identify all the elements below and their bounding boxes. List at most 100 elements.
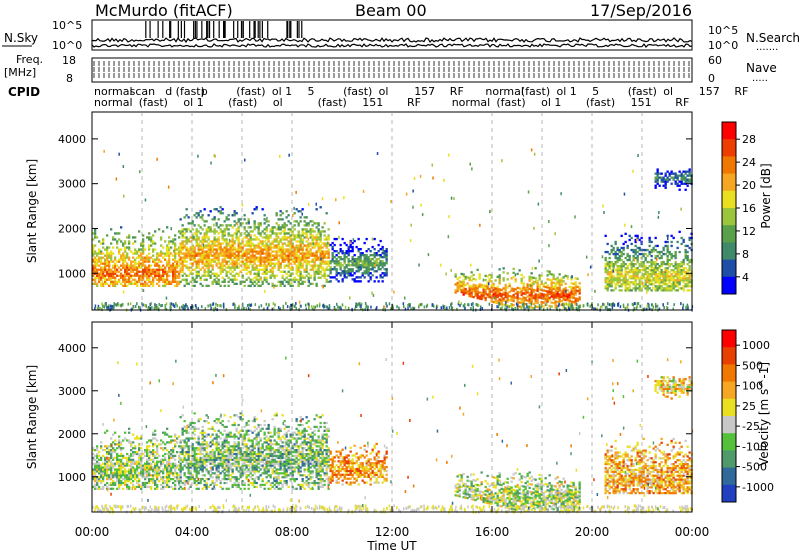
echo-cell: [319, 238, 322, 241]
echo-cell: [664, 269, 667, 272]
echo-cell: [608, 279, 611, 282]
echo-cell: [488, 287, 491, 291]
echo-cell: [480, 295, 483, 299]
echo-cell: [237, 238, 240, 241]
echo-cell: [678, 230, 681, 234]
echo-cell: [636, 260, 639, 264]
echo-cell: [132, 252, 135, 255]
echo-cell: [100, 476, 103, 479]
echo-cell: [263, 236, 266, 239]
echo-cell: [193, 224, 196, 227]
echo-cell: [211, 218, 214, 221]
echo-cell: [241, 242, 244, 245]
echo-cell: [642, 248, 645, 252]
echo-cell: [243, 244, 246, 247]
echo-cell: [351, 241, 354, 245]
echo-cell: [542, 301, 545, 304]
echo-cell: [146, 272, 149, 275]
echo-cell: [470, 293, 473, 296]
echo-cell: [630, 236, 633, 240]
echo-cell: [164, 270, 167, 273]
echo-cell: [228, 238, 231, 242]
echo-cell: [620, 275, 623, 278]
echo-cell: [419, 174, 422, 178]
echo-cell: [197, 224, 200, 227]
echo-cell: [556, 278, 559, 282]
echo-cell: [686, 254, 689, 258]
echo-cell: [333, 276, 336, 279]
echo-cell: [453, 197, 455, 201]
echo-cell: [680, 265, 683, 268]
echo-cell: [146, 260, 149, 263]
echo-cell: [118, 280, 121, 284]
echo-cell: [164, 278, 167, 281]
echo-cell: [138, 264, 141, 267]
echo-cell: [245, 248, 248, 251]
echo-cell: [114, 232, 117, 235]
echo-cell: [325, 278, 328, 281]
echo-cell: [371, 291, 373, 295]
echo-cell: [656, 263, 659, 266]
echo-cell: [100, 472, 103, 475]
echo-cell: [655, 307, 657, 311]
echo-cell: [522, 286, 525, 289]
echo-cell: [634, 267, 637, 270]
echo-cell: [546, 302, 548, 306]
echo-cell: [241, 246, 244, 249]
echo-cell: [199, 278, 202, 281]
echo-cell: [530, 284, 533, 287]
echo-cell: [658, 273, 661, 276]
echo-cell: [149, 303, 151, 306]
echo-cell: [448, 215, 450, 219]
echo-cell: [211, 264, 214, 267]
echo-cell: [251, 260, 254, 263]
echo-cell: [134, 240, 137, 243]
echo-cell: [251, 264, 254, 267]
echo-cell: [275, 258, 278, 261]
echo-cell: [682, 277, 685, 280]
echo-cell: [337, 280, 340, 283]
echo-cell: [98, 258, 101, 261]
echo-cell: [249, 246, 252, 249]
echo-cell: [616, 248, 619, 252]
echo-cell: [124, 266, 127, 269]
echo-cell: [231, 266, 234, 269]
echo-cell: [624, 273, 627, 276]
echo-cell: [207, 270, 210, 273]
echo-cell: [566, 293, 569, 296]
echo-cell: [668, 250, 671, 254]
echo-cell: [283, 228, 286, 231]
echo-cell: [674, 174, 677, 177]
echo-cell: [623, 192, 626, 196]
echo-cell: [255, 264, 258, 267]
echo-cell: [269, 256, 272, 259]
echo-cell: [364, 302, 367, 305]
echo-cell: [492, 300, 495, 304]
echo-cell: [656, 281, 659, 284]
echo-cell: [548, 286, 551, 290]
echo-cell: [468, 303, 470, 307]
y-tick-label: 1000: [58, 267, 86, 280]
echo-cell: [112, 280, 115, 284]
power-colorbar-label: Power [dB]: [759, 163, 773, 228]
echo-cell: [132, 264, 135, 267]
echo-cell: [335, 278, 338, 281]
echo-cell: [628, 258, 631, 262]
echo-cell: [195, 252, 198, 255]
echo-cell: [632, 303, 634, 307]
echo-cell: [140, 276, 143, 279]
echo-cell: [688, 260, 691, 264]
echo-cell: [538, 294, 541, 297]
echo-cell: [272, 302, 275, 306]
echo-cell: [183, 278, 186, 281]
echo-cell: [98, 240, 101, 243]
power-heatmap: [92, 148, 694, 312]
echo-cell: [140, 256, 143, 259]
echo-cell: [114, 270, 117, 273]
echo-cell: [179, 266, 182, 269]
power-colorbar-swatch: [722, 122, 736, 140]
echo-cell: [307, 246, 310, 249]
echo-cell: [210, 161, 212, 165]
echo-cell: [502, 287, 505, 290]
echo-cell: [136, 252, 139, 255]
